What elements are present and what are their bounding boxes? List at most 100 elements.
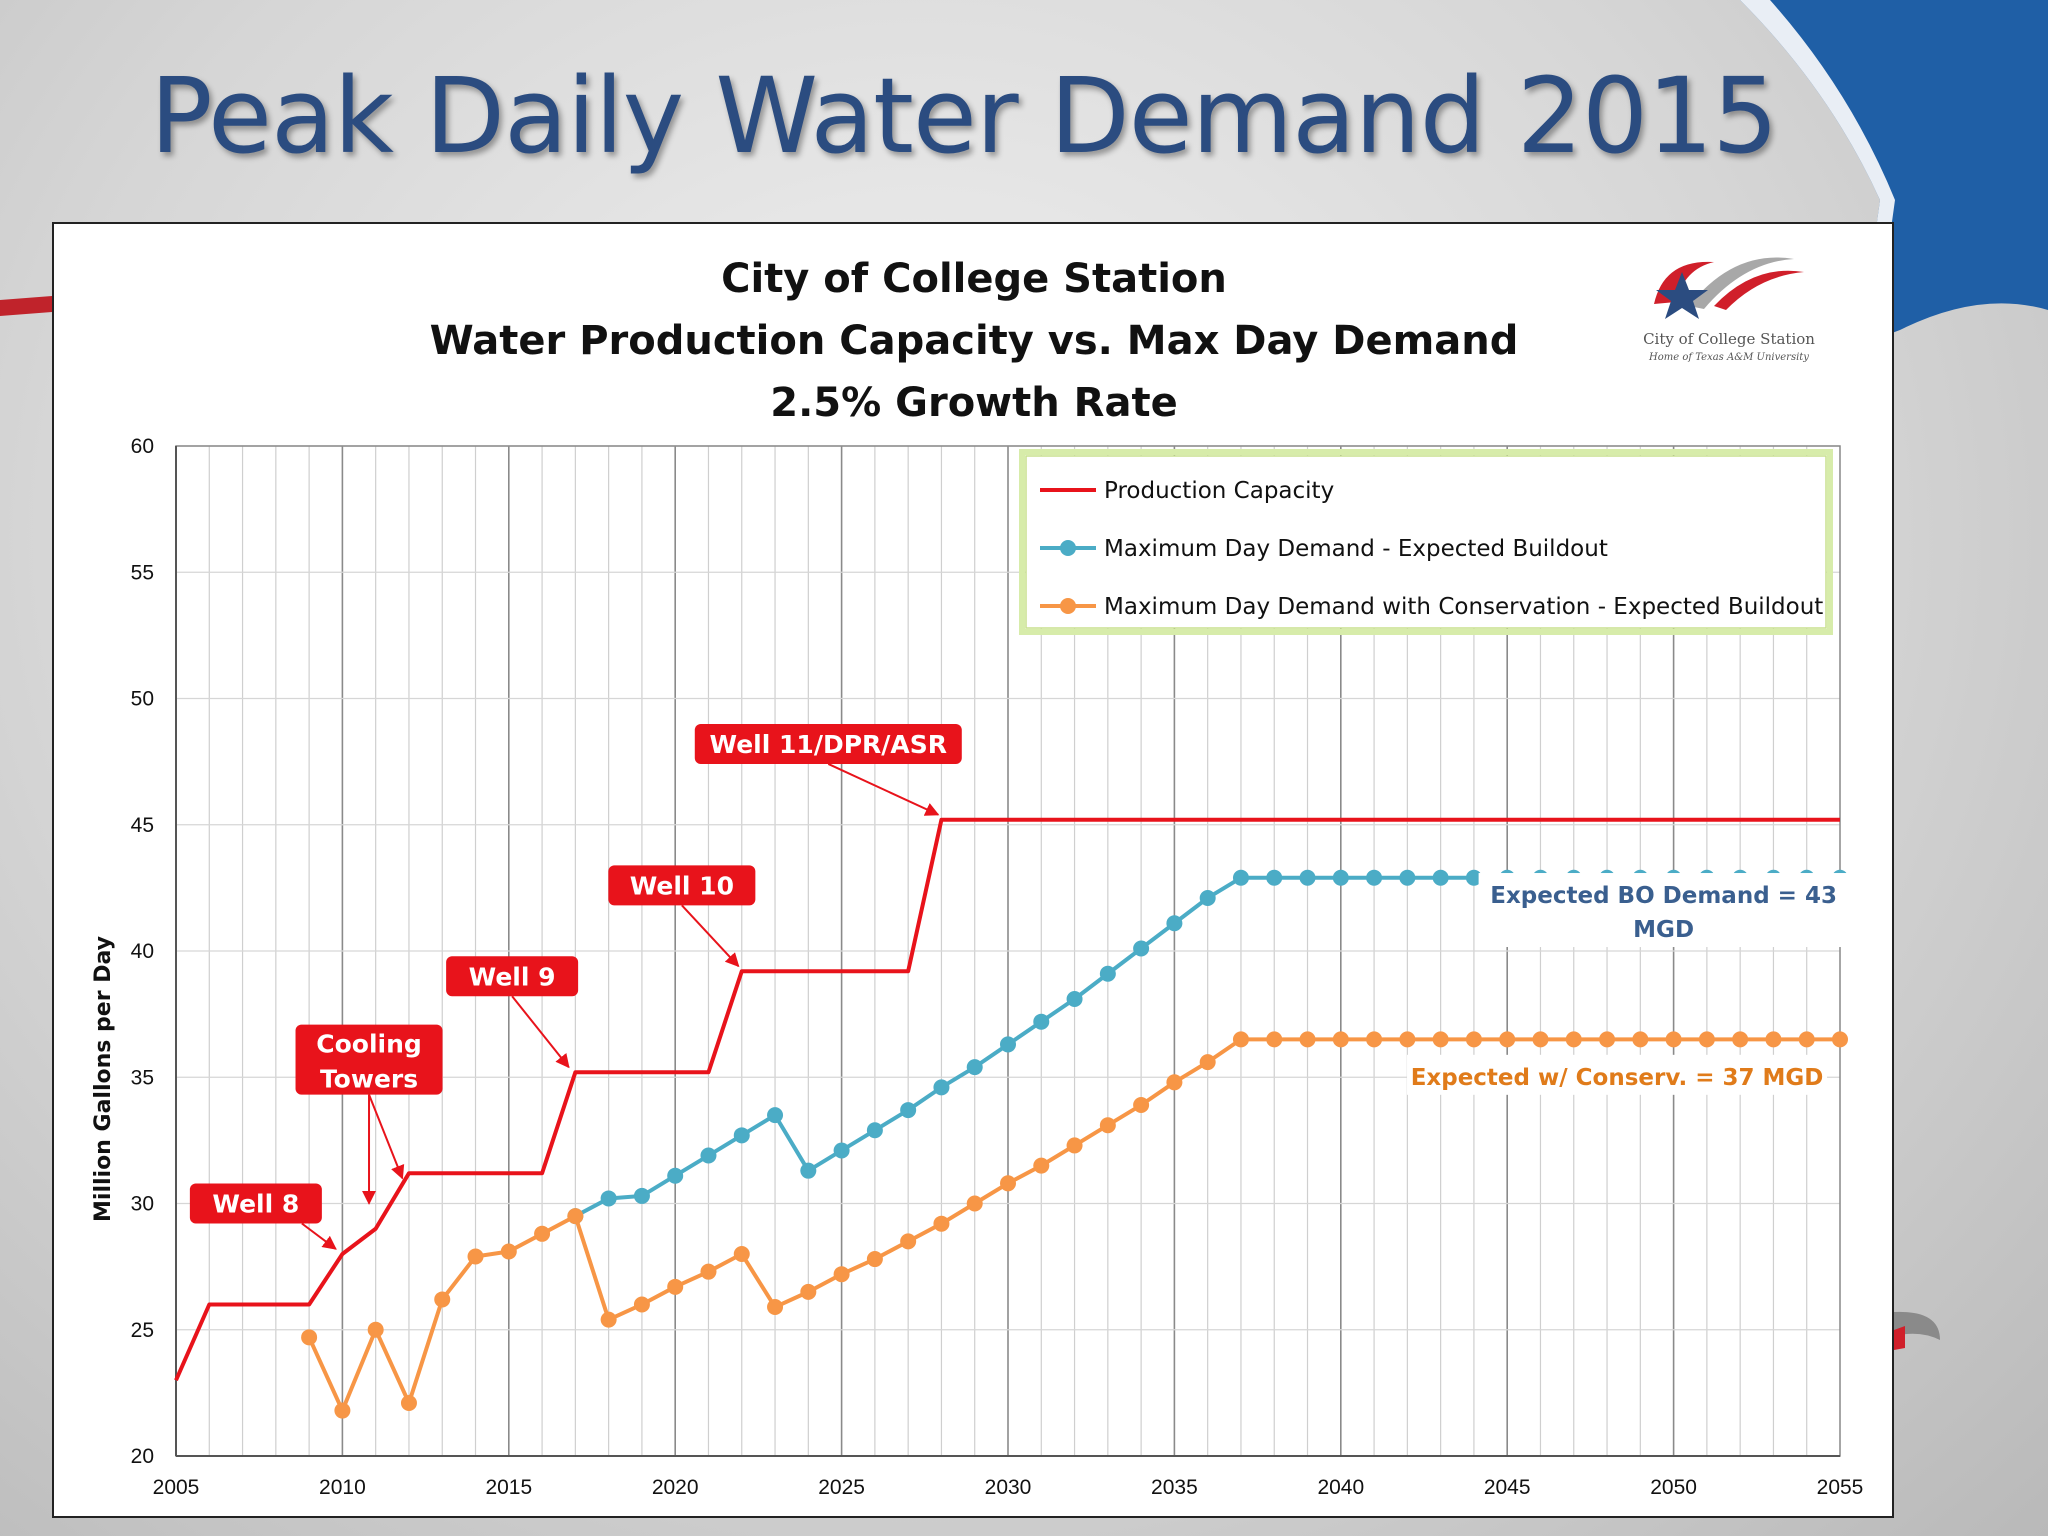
series-point-3 (334, 1402, 351, 1419)
series-point-3 (933, 1215, 950, 1232)
chart-title-line-3: 2.5% Growth Rate (770, 380, 1177, 426)
callout-arrow (301, 1222, 337, 1250)
series-point-2 (1000, 1036, 1016, 1053)
series-point-2 (633, 1187, 650, 1204)
y-tick-label: 30 (131, 1193, 154, 1216)
x-tick-label: 2005 (153, 1476, 200, 1499)
series-line-1 (174, 817, 1840, 1382)
series-point-3 (1166, 1074, 1183, 1091)
series-point-2 (1432, 869, 1449, 886)
series-point-3 (767, 1299, 784, 1316)
x-tick-label: 2040 (1317, 1476, 1364, 1499)
callout-box (446, 956, 579, 997)
series-point-2 (800, 1162, 817, 1179)
logo-name: City of College Station (1643, 330, 1815, 348)
series-point-3 (1532, 1031, 1549, 1048)
legend-glow (1019, 449, 1833, 635)
legend-entry-label: Maximum Day Demand - Expected Buildout (1104, 536, 1608, 562)
annotations: Expected BO Demand = 43 MGD Expected w/ Co… (1407, 873, 1849, 1095)
series-point-2 (833, 1142, 850, 1159)
series-point-3 (1432, 1031, 1449, 1048)
series-point-3 (1266, 1031, 1283, 1048)
series-point-3 (1665, 1031, 1682, 1048)
legend-swatch-marker (1060, 540, 1076, 556)
annotation-text: Expected w/ Conserv. = 37 MGD (1411, 1065, 1824, 1091)
x-tick-label: 2015 (485, 1476, 532, 1499)
y-tick-label: 45 (131, 814, 154, 837)
series-point-2 (1099, 965, 1116, 982)
series-point-3 (1599, 1031, 1616, 1048)
y-tick-label: 40 (131, 940, 154, 963)
series-point-3 (1099, 1117, 1116, 1134)
x-tick-label: 2045 (1484, 1476, 1531, 1499)
series-point-3 (800, 1283, 817, 1300)
series-point-3 (633, 1296, 650, 1313)
x-tick-label: 2030 (985, 1476, 1032, 1499)
annotation-text: MGD (1633, 917, 1694, 943)
y-tick-label: 20 (131, 1445, 154, 1468)
series-point-3 (301, 1329, 318, 1346)
callout-label: Well 10 (630, 871, 734, 900)
series-point-3 (1632, 1031, 1649, 1048)
series-point-2 (600, 1190, 617, 1207)
callout-arrow (827, 763, 940, 816)
y-tick-label: 55 (131, 561, 154, 584)
callout-box (295, 1024, 443, 1095)
series-point-2 (1166, 915, 1183, 932)
series-point-3 (866, 1251, 883, 1268)
series-point-2 (733, 1127, 750, 1144)
y-tick-label: 25 (131, 1319, 154, 1342)
series-point-3 (966, 1195, 983, 1212)
series-point-2 (1232, 869, 1249, 886)
series-point-3 (600, 1311, 617, 1328)
series-point-3 (900, 1233, 917, 1250)
legend-entry-label: Production Capacity (1104, 478, 1334, 504)
y-axis-label: Million Gallons per Day (91, 936, 116, 1222)
callout-label: Well 11/DPR/ASR (710, 730, 947, 759)
series-point-2 (866, 1122, 883, 1139)
legend-box (1025, 455, 1827, 629)
chart-svg: 2005 2010 2015 2020 2025 2030 2035 2040 2045 2050… (91, 256, 1864, 1499)
series-point-3 (1465, 1031, 1482, 1048)
series-point-2 (1399, 869, 1416, 886)
annotation-bg (1407, 1054, 1828, 1095)
series-point-3 (700, 1263, 717, 1280)
series (174, 817, 1848, 1419)
legend-entry-label: Maximum Day Demand with Conservation - E… (1104, 594, 1823, 620)
x-tick-label: 2010 (319, 1476, 366, 1499)
series-point-2 (1465, 869, 1482, 886)
callout-arrow (681, 904, 740, 968)
callouts: Well 8 Cooling Towers Well 9 Well 10 Well 11/… (189, 723, 962, 1250)
x-tick-label: 2025 (818, 1476, 865, 1499)
y-tick-label: 60 (131, 435, 154, 458)
series-point-2 (1366, 869, 1383, 886)
series-point-3 (1765, 1031, 1782, 1048)
callout-label: Well 9 (469, 962, 556, 991)
series-point-3 (1798, 1031, 1815, 1048)
x-tick-label: 2055 (1817, 1476, 1864, 1499)
series-point-3 (1732, 1031, 1749, 1048)
series-point-3 (1698, 1031, 1715, 1048)
legend: Production Capacity Maximum Day Demand - … (1019, 449, 1833, 635)
series-point-3 (467, 1248, 484, 1265)
series-point-3 (1033, 1157, 1050, 1174)
series-point-2 (1133, 940, 1150, 957)
series-point-2 (1033, 1013, 1050, 1030)
series-point-2 (933, 1079, 950, 1096)
series-point-2 (667, 1167, 684, 1184)
series-point-3 (367, 1321, 384, 1338)
city-logo: City of College Station Home of Texas A&… (1643, 257, 1815, 363)
series-point-2 (966, 1059, 983, 1076)
series-point-3 (1399, 1031, 1416, 1048)
series-point-2 (1332, 869, 1349, 886)
callout-label: Cooling (316, 1030, 422, 1059)
series-point-2 (700, 1147, 717, 1164)
x-tick-label: 2035 (1151, 1476, 1198, 1499)
series-point-3 (434, 1291, 451, 1308)
series-point-3 (1000, 1175, 1016, 1192)
series-point-3 (534, 1225, 551, 1242)
chart-title-line-1: City of College Station (721, 256, 1227, 302)
chart-panel: 2005 2010 2015 2020 2025 2030 2035 2040 2045 2050… (52, 222, 1894, 1518)
series-point-3 (1199, 1054, 1216, 1071)
y-tick-label: 35 (131, 1066, 154, 1089)
